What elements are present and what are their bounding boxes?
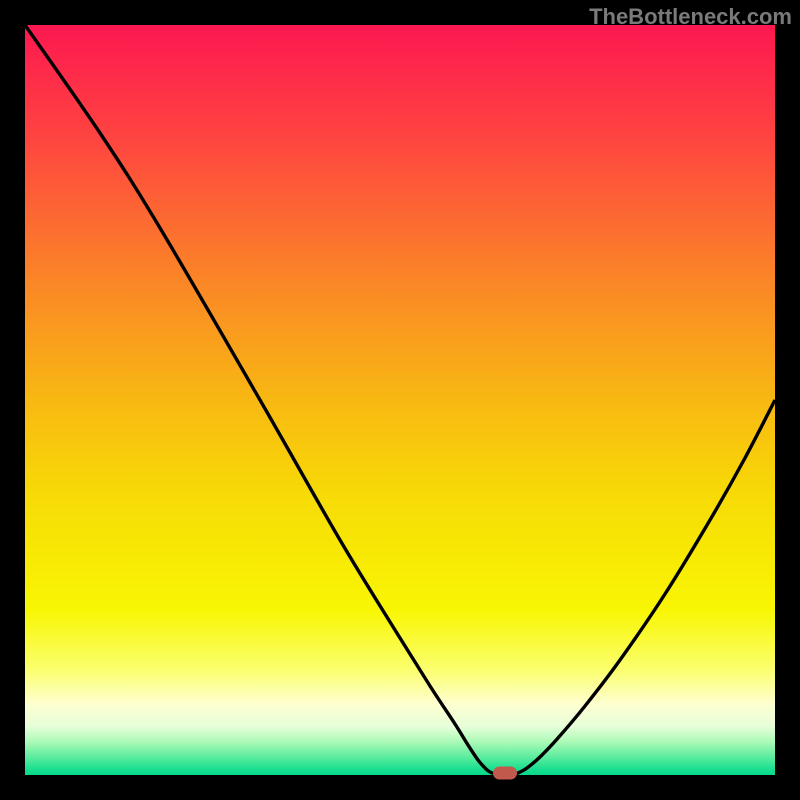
bottleneck-chart: [0, 0, 800, 800]
plot-background: [25, 25, 775, 775]
minimum-marker: [493, 767, 517, 780]
watermark-text: TheBottleneck.com: [589, 4, 792, 30]
chart-container: TheBottleneck.com: [0, 0, 800, 800]
